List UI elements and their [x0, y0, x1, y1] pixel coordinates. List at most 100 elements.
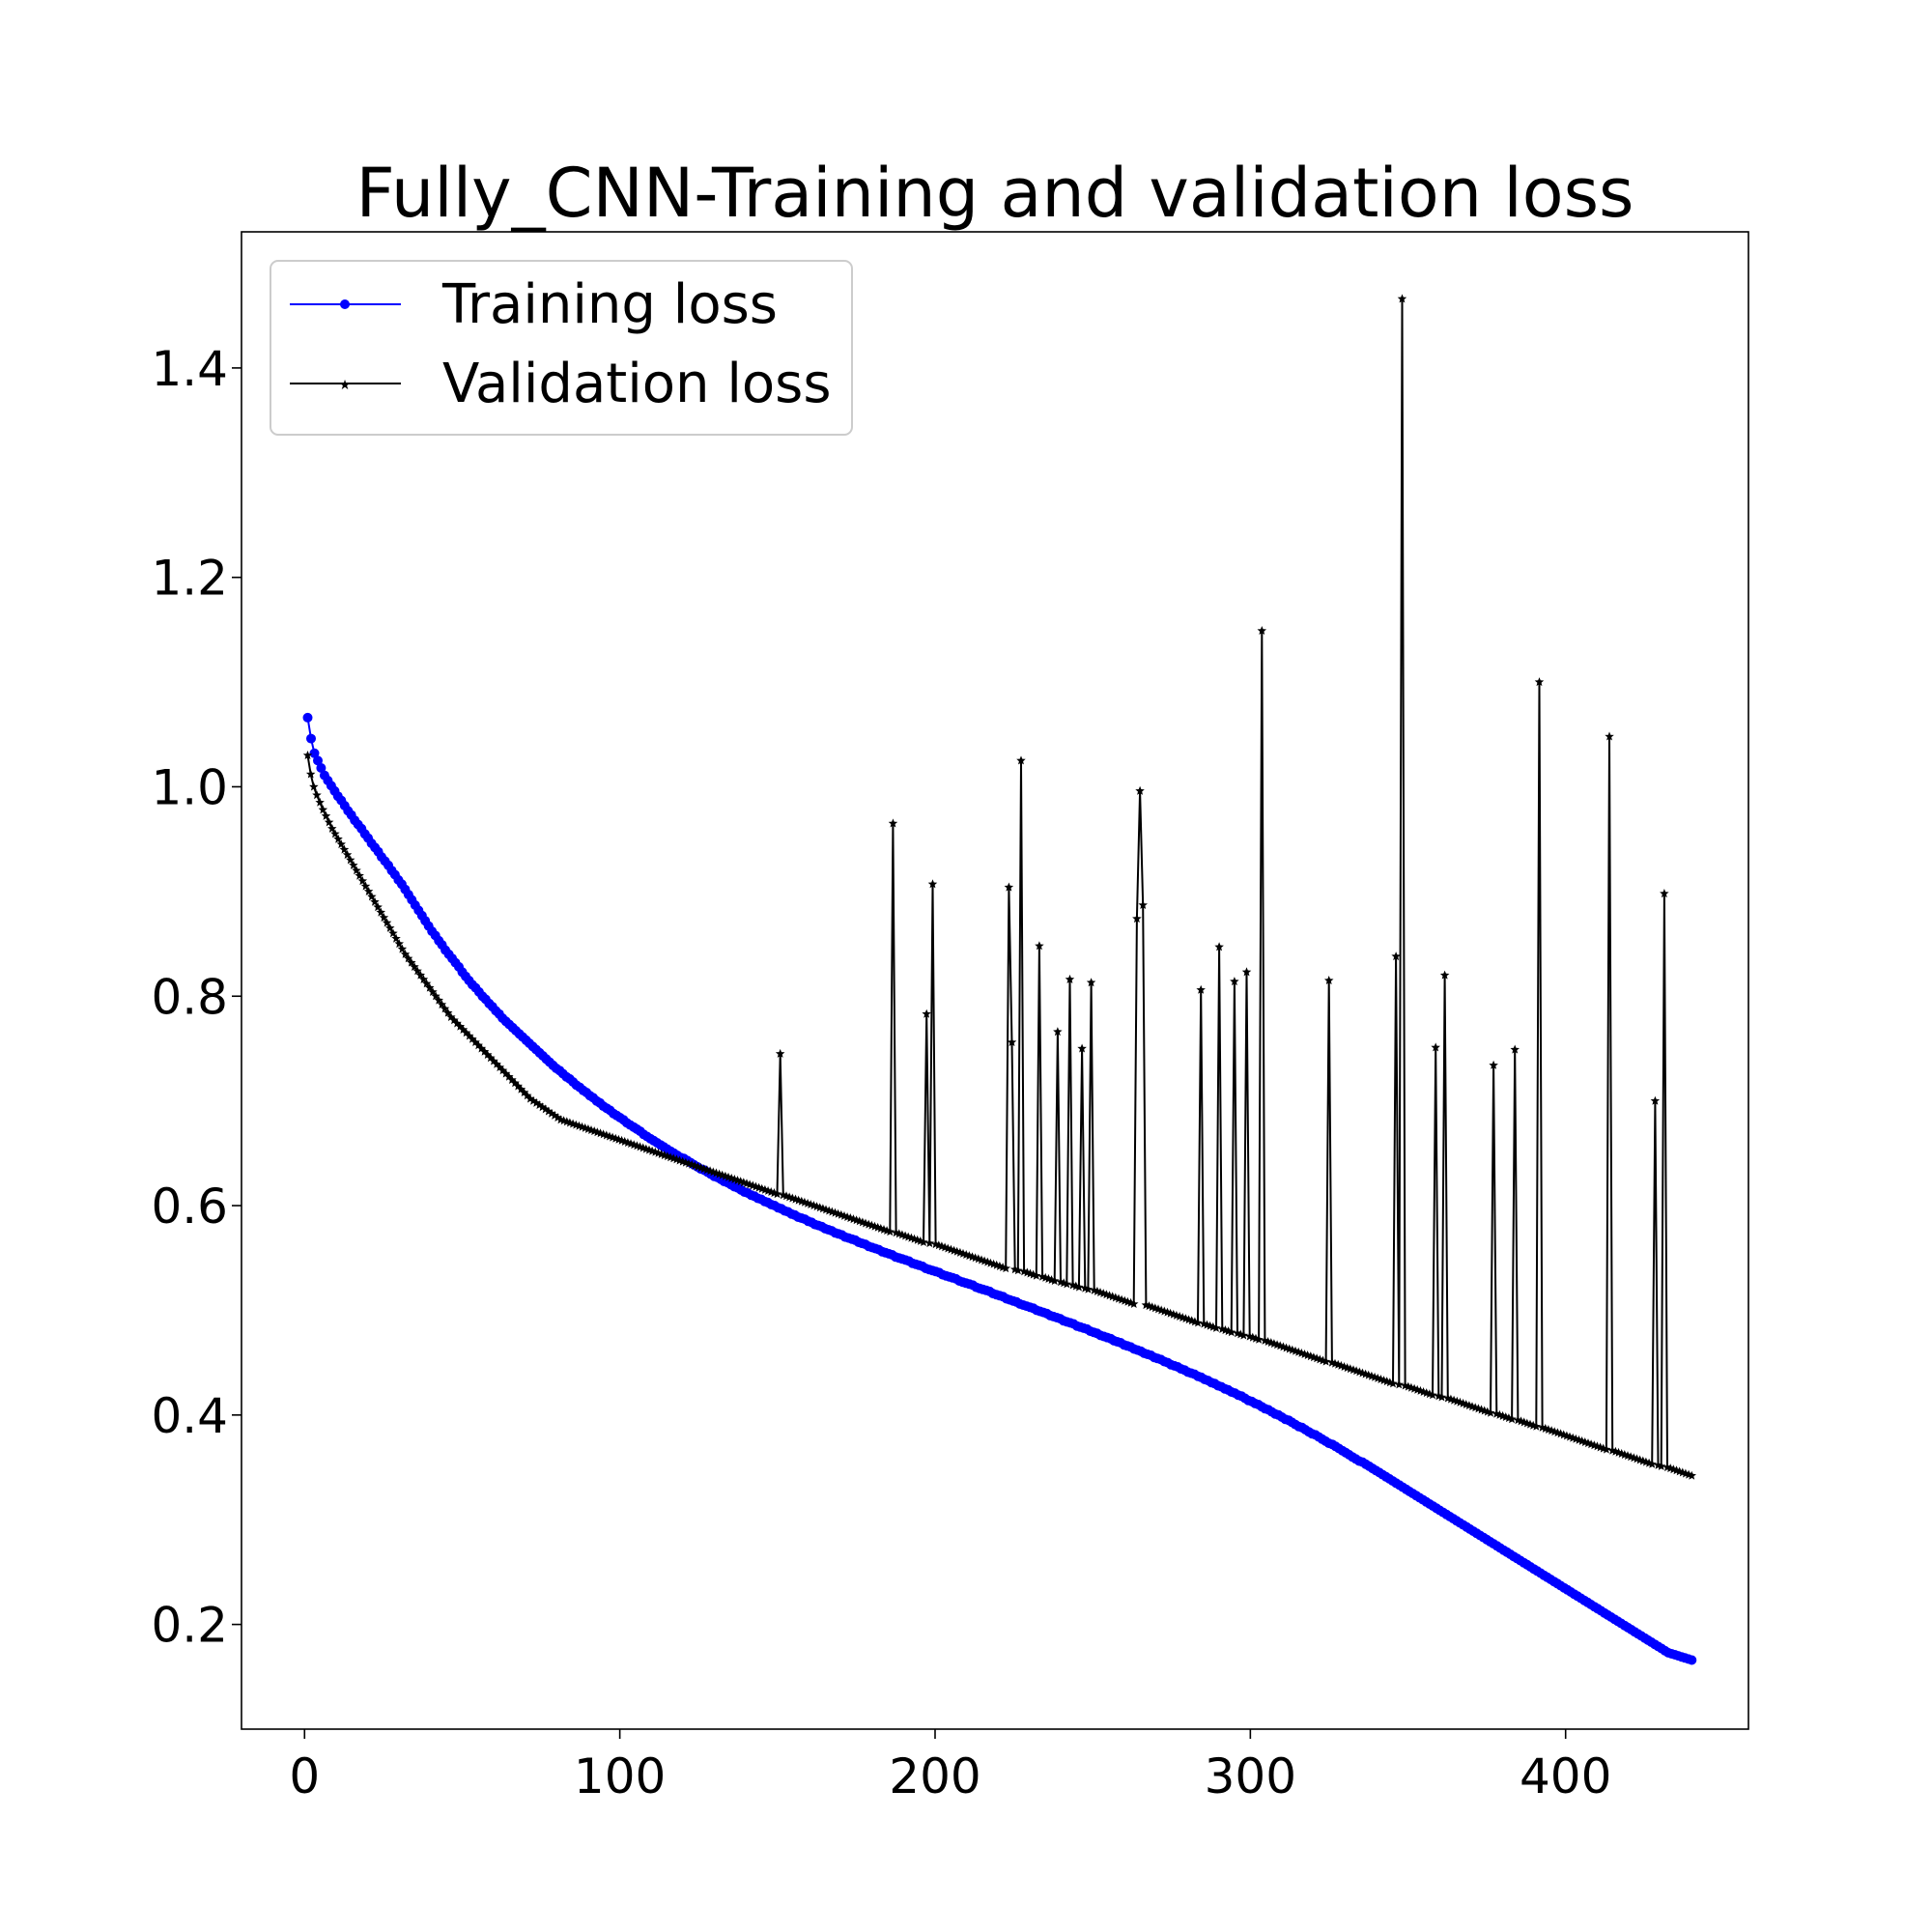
data-point — [1431, 1042, 1440, 1052]
data-point — [1321, 1356, 1331, 1366]
data-point — [1129, 1298, 1139, 1308]
data-point — [526, 1094, 535, 1103]
data-point — [1436, 1392, 1447, 1402]
data-point — [775, 1048, 785, 1058]
data-point — [309, 748, 320, 758]
data-point — [1032, 1270, 1041, 1280]
data-point — [1394, 1379, 1405, 1389]
data-point — [421, 979, 432, 988]
y-tick-label: 0.8 — [151, 969, 228, 1025]
data-point — [1062, 1279, 1072, 1289]
data-point — [1324, 976, 1334, 984]
data-point — [523, 1091, 532, 1100]
data-point — [1650, 1095, 1661, 1105]
legend: Training loss ★ Validation loss — [270, 260, 853, 436]
data-point — [318, 805, 328, 814]
data-point — [1004, 882, 1014, 892]
data-point — [1013, 1265, 1023, 1275]
data-point — [412, 966, 422, 976]
data-point — [400, 949, 411, 958]
data-point — [1007, 1037, 1017, 1046]
data-point — [1687, 1655, 1697, 1665]
data-point — [1049, 1276, 1060, 1286]
data-point — [1016, 755, 1026, 765]
data-point — [1534, 677, 1545, 687]
data-point — [312, 790, 322, 800]
data-point — [1687, 1470, 1696, 1480]
data-point — [1647, 1459, 1657, 1468]
data-point — [382, 918, 392, 927]
data-point — [1001, 1264, 1010, 1273]
data-point — [1397, 294, 1407, 303]
data-point — [1193, 1318, 1203, 1327]
data-point — [388, 928, 398, 938]
data-point — [357, 876, 368, 886]
data-point — [885, 1227, 895, 1236]
data-point — [428, 986, 438, 996]
x-tick-label: 300 — [1205, 1748, 1296, 1804]
data-point — [1074, 1282, 1084, 1292]
data-point — [1531, 1421, 1542, 1431]
x-axis: 0 100 200 300 400 — [289, 1729, 1611, 1804]
data-point — [470, 1037, 480, 1046]
data-point — [373, 902, 383, 912]
data-point — [370, 896, 380, 906]
data-point — [1083, 1284, 1094, 1293]
data-point — [449, 1015, 459, 1025]
data-point — [924, 1238, 935, 1248]
legend-marker-validation: ★ — [339, 378, 352, 393]
data-point — [497, 1065, 508, 1075]
data-point — [531, 1097, 541, 1107]
data-point — [1135, 785, 1145, 795]
data-point — [1077, 1043, 1087, 1053]
chart-title: Fully_CNN-Training and validation loss — [355, 154, 1634, 233]
data-point — [355, 870, 364, 880]
data-point — [1507, 1414, 1517, 1424]
data-point — [327, 823, 337, 833]
data-point — [1065, 974, 1075, 983]
data-point — [1428, 1390, 1437, 1400]
x-tick-label: 0 — [289, 1748, 320, 1804]
data-point — [305, 769, 316, 779]
y-tick-label: 0.2 — [151, 1598, 228, 1654]
data-point — [385, 923, 395, 932]
y-tick-label: 1.4 — [151, 341, 228, 397]
data-point — [1257, 626, 1266, 635]
data-point — [547, 1108, 556, 1118]
data-point — [1391, 952, 1401, 961]
data-point — [302, 712, 313, 723]
data-point — [489, 1056, 498, 1065]
y-tick-label: 1.2 — [151, 551, 228, 607]
data-point — [349, 860, 358, 869]
data-point — [376, 907, 385, 917]
data-point — [1086, 978, 1096, 987]
x-tick-label: 400 — [1520, 1748, 1611, 1804]
data-point — [1214, 942, 1224, 952]
data-point — [313, 755, 323, 766]
data-point — [346, 855, 355, 865]
data-point — [544, 1106, 554, 1116]
data-point — [1211, 1322, 1221, 1332]
legend-box — [270, 260, 853, 436]
data-point — [1489, 1060, 1498, 1069]
data-point — [330, 829, 340, 838]
series-validation-loss — [302, 294, 1696, 1480]
data-point — [1656, 1461, 1666, 1470]
data-point — [1486, 1407, 1495, 1417]
data-point — [352, 866, 361, 875]
data-point — [1196, 984, 1206, 994]
data-point — [309, 781, 319, 791]
data-point — [1227, 1327, 1236, 1337]
legend-marker-training — [340, 299, 350, 309]
data-point — [333, 834, 343, 843]
data-point — [1660, 889, 1669, 898]
data-point — [927, 879, 938, 889]
data-point — [455, 1021, 466, 1031]
data-point — [391, 933, 401, 943]
data-point — [1602, 1444, 1611, 1454]
y-tick-label: 0.4 — [151, 1388, 228, 1444]
data-point — [519, 1088, 529, 1096]
legend-label-validation: Validation loss — [442, 353, 832, 415]
y-axis: 0.2 0.4 0.6 0.8 1.0 1.2 1.4 — [151, 341, 242, 1654]
